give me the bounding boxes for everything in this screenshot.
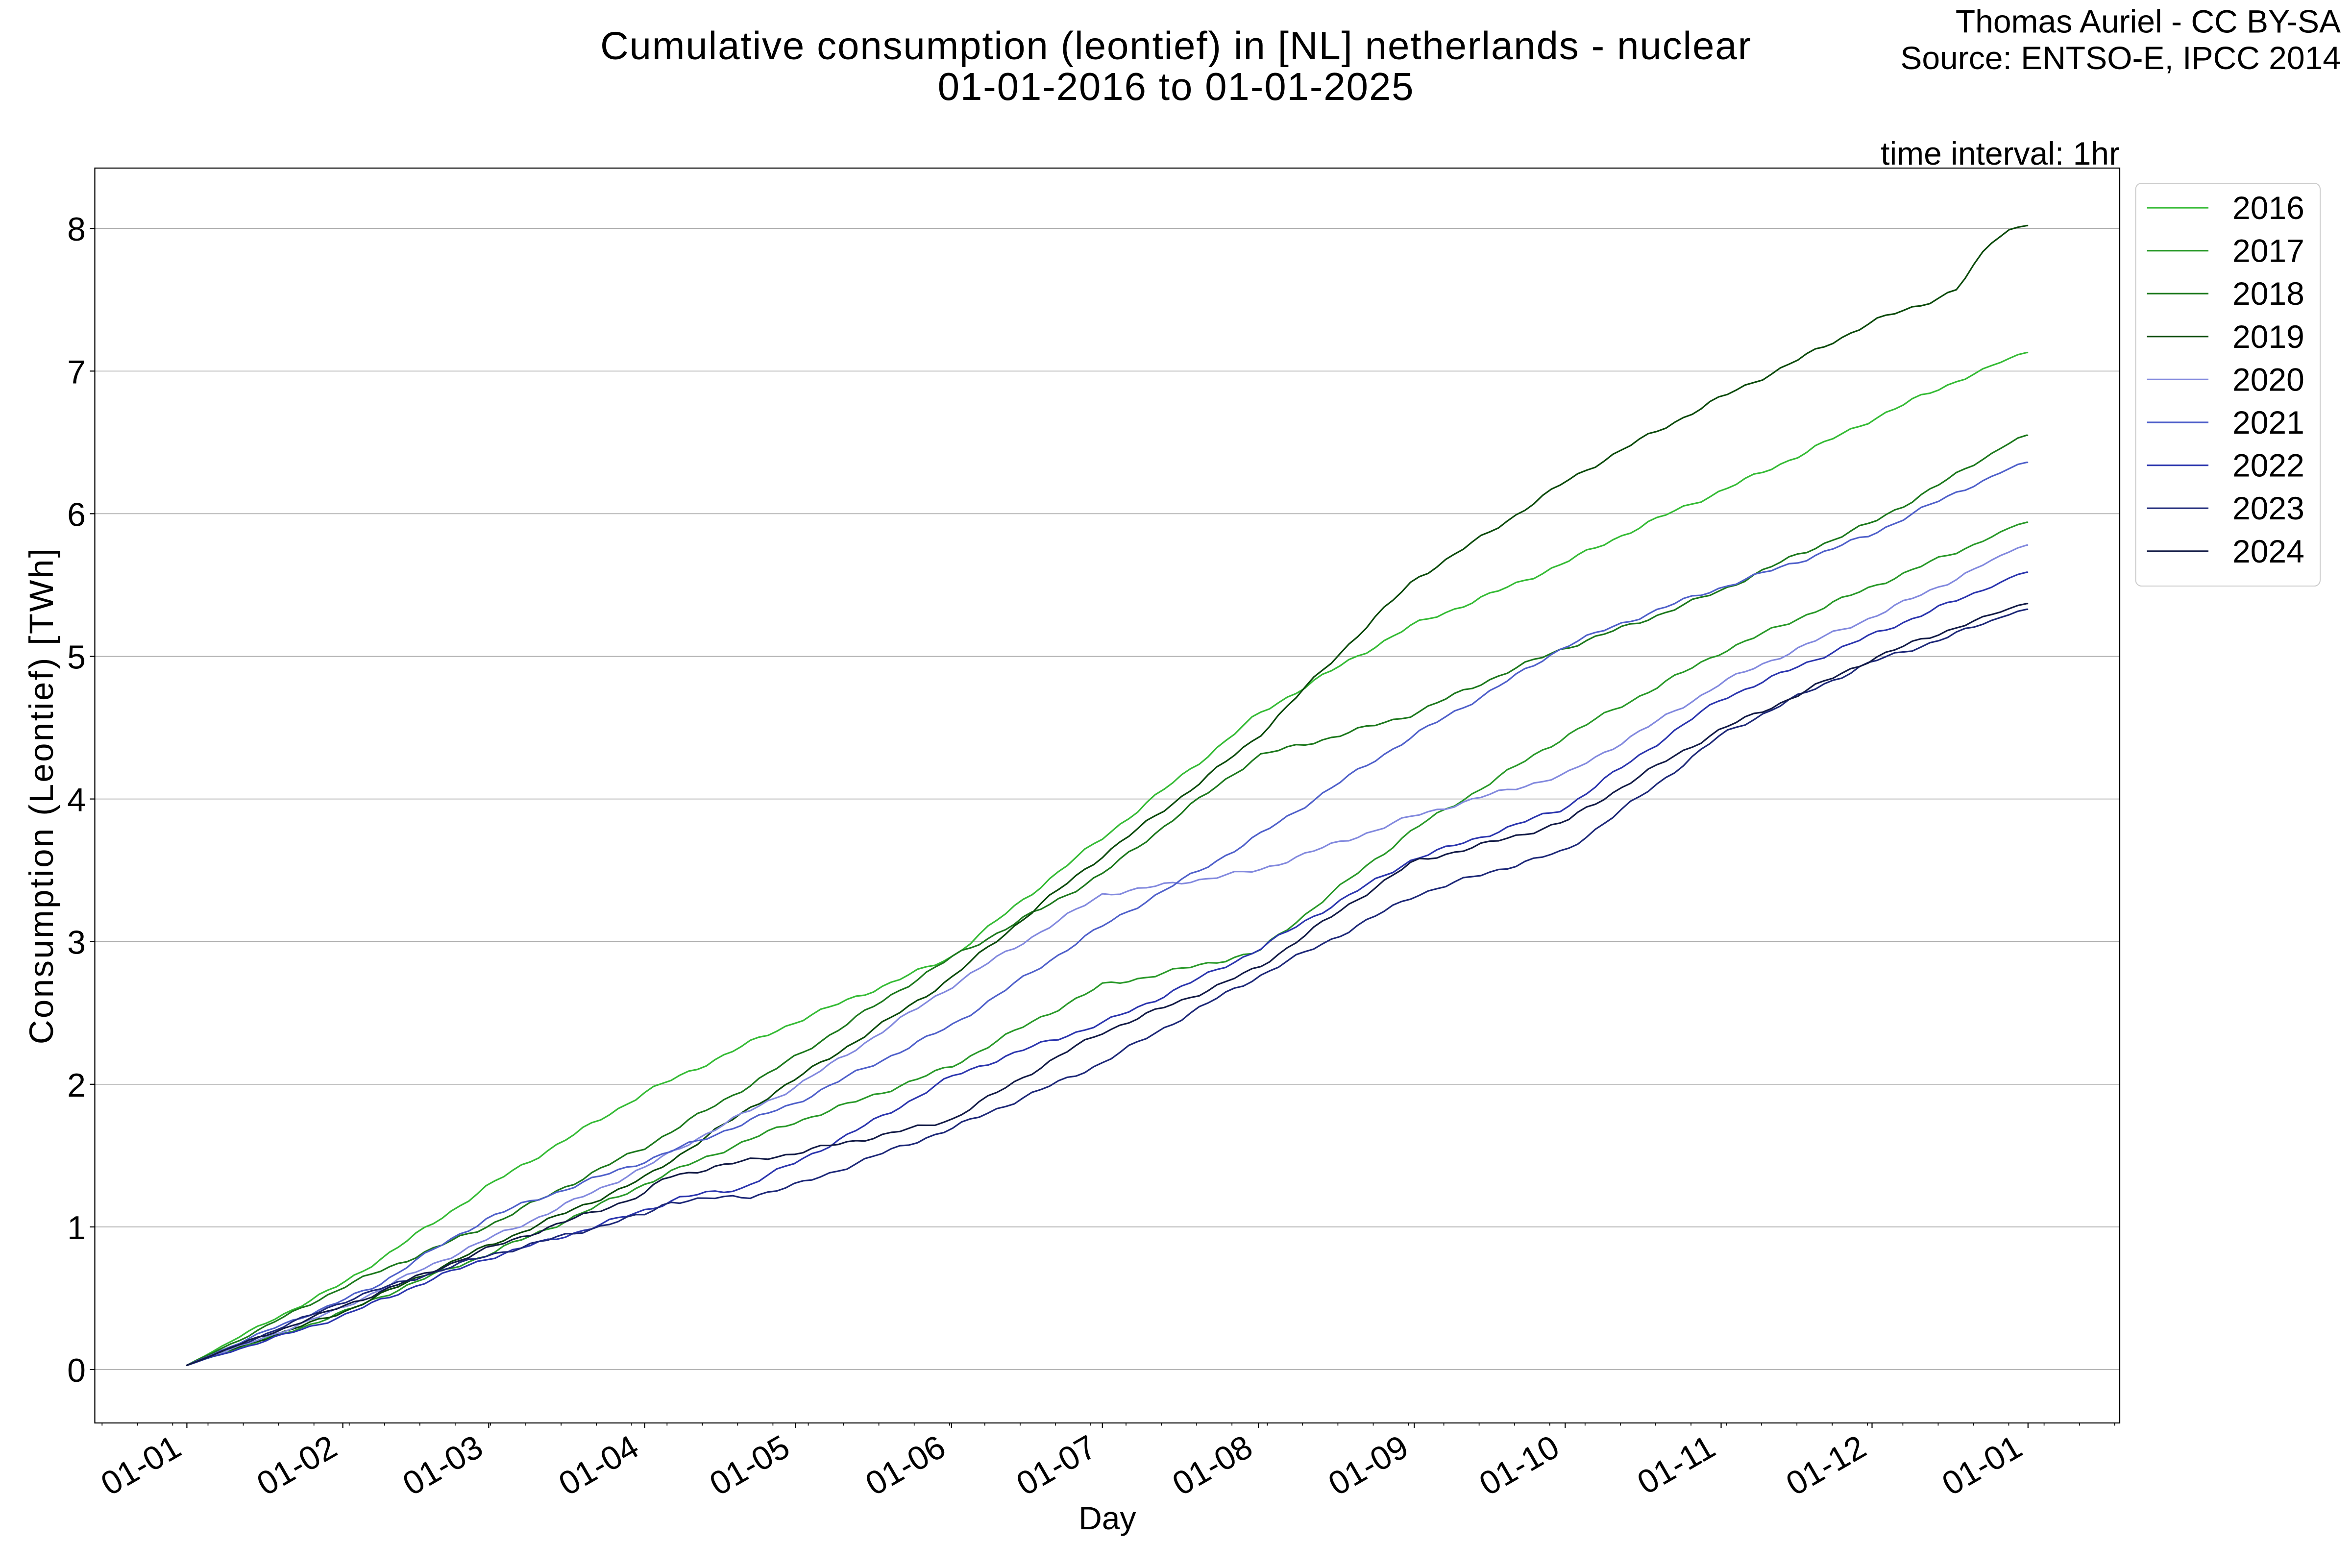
- svg-text:0: 0: [67, 1352, 86, 1389]
- svg-text:4: 4: [67, 782, 86, 819]
- svg-text:Cumulative consumption (leonti: Cumulative consumption (leontief) in [NL…: [600, 24, 1752, 68]
- svg-text:5: 5: [67, 639, 86, 676]
- svg-text:2017: 2017: [2232, 233, 2304, 269]
- svg-text:2: 2: [67, 1067, 86, 1104]
- svg-text:Thomas Auriel - CC BY-SA: Thomas Auriel - CC BY-SA: [1956, 3, 2341, 40]
- svg-text:2024: 2024: [2232, 533, 2304, 569]
- svg-text:2018: 2018: [2232, 275, 2304, 312]
- svg-text:time interval: 1hr: time interval: 1hr: [1881, 135, 2120, 172]
- svg-text:Source: ENTSO-E, IPCC 2014: Source: ENTSO-E, IPCC 2014: [1900, 40, 2341, 76]
- svg-text:2019: 2019: [2232, 318, 2304, 355]
- svg-text:2023: 2023: [2232, 490, 2304, 526]
- svg-text:01-01-2016 to 01-01-2025: 01-01-2016 to 01-01-2025: [938, 65, 1415, 108]
- svg-text:3: 3: [67, 924, 86, 961]
- svg-text:2022: 2022: [2232, 447, 2304, 484]
- svg-text:Day: Day: [1078, 1500, 1136, 1536]
- svg-text:8: 8: [67, 211, 86, 248]
- svg-text:2016: 2016: [2232, 190, 2304, 226]
- svg-text:2021: 2021: [2232, 404, 2304, 441]
- svg-text:6: 6: [67, 496, 86, 533]
- svg-text:7: 7: [67, 353, 86, 391]
- svg-text:2020: 2020: [2232, 361, 2304, 397]
- svg-text:Consumption (Leontief) [TWh]: Consumption (Leontief) [TWh]: [23, 547, 60, 1045]
- svg-text:1: 1: [67, 1209, 86, 1247]
